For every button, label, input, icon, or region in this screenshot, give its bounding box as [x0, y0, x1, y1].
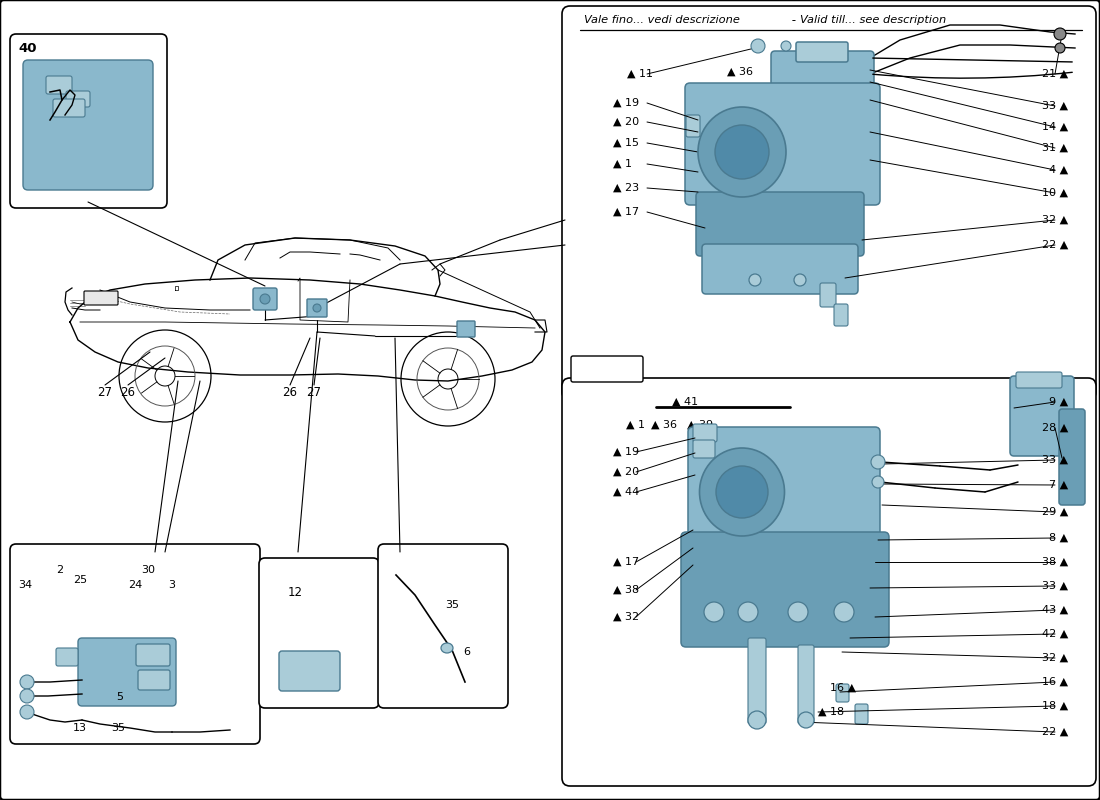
- FancyBboxPatch shape: [258, 558, 380, 708]
- FancyBboxPatch shape: [562, 378, 1096, 786]
- FancyBboxPatch shape: [686, 115, 700, 137]
- FancyBboxPatch shape: [1010, 376, 1074, 456]
- Circle shape: [749, 274, 761, 286]
- FancyBboxPatch shape: [10, 544, 260, 744]
- FancyBboxPatch shape: [56, 648, 78, 666]
- FancyBboxPatch shape: [66, 91, 90, 107]
- FancyBboxPatch shape: [138, 670, 170, 690]
- Text: ▲ 19: ▲ 19: [613, 98, 639, 108]
- Text: ▲ 19: ▲ 19: [613, 447, 639, 457]
- FancyBboxPatch shape: [78, 638, 176, 706]
- FancyBboxPatch shape: [1059, 409, 1085, 505]
- Ellipse shape: [698, 107, 786, 197]
- Text: 16 ▲: 16 ▲: [830, 683, 856, 693]
- Circle shape: [704, 602, 724, 622]
- Text: 31 ▲: 31 ▲: [1042, 143, 1068, 153]
- Text: passion for parts: passion for parts: [147, 420, 534, 460]
- Circle shape: [260, 294, 270, 304]
- Text: 40: 40: [19, 42, 37, 54]
- Circle shape: [20, 705, 34, 719]
- Text: 9 ▲: 9 ▲: [1049, 397, 1068, 407]
- FancyBboxPatch shape: [798, 645, 814, 724]
- Text: 25: 25: [73, 575, 87, 585]
- FancyBboxPatch shape: [748, 638, 766, 724]
- Ellipse shape: [700, 448, 784, 536]
- FancyBboxPatch shape: [378, 544, 508, 708]
- Text: 18 ▲: 18 ▲: [1042, 701, 1068, 711]
- Text: 26: 26: [283, 386, 297, 398]
- Ellipse shape: [716, 466, 768, 518]
- Text: 35: 35: [111, 723, 125, 733]
- Text: 42 ▲: 42 ▲: [1042, 629, 1068, 639]
- Text: ▲ = 37: ▲ = 37: [587, 364, 627, 374]
- Text: ▲ 36: ▲ 36: [727, 67, 754, 77]
- FancyBboxPatch shape: [456, 321, 475, 337]
- Text: -: -: [789, 14, 804, 26]
- Ellipse shape: [715, 125, 769, 179]
- Text: 14 ▲: 14 ▲: [1042, 122, 1068, 132]
- Circle shape: [20, 675, 34, 689]
- Text: 34: 34: [18, 580, 32, 590]
- Circle shape: [748, 711, 766, 729]
- Text: Valid till... see description: Valid till... see description: [800, 15, 946, 25]
- Text: 3: 3: [168, 580, 176, 590]
- Text: 21 ▲: 21 ▲: [1042, 69, 1068, 79]
- FancyBboxPatch shape: [253, 288, 277, 310]
- Text: ▲ 44: ▲ 44: [613, 487, 639, 497]
- Circle shape: [751, 39, 764, 53]
- Text: ▲ 23: ▲ 23: [613, 183, 639, 193]
- Circle shape: [788, 602, 808, 622]
- Circle shape: [871, 455, 886, 469]
- FancyBboxPatch shape: [1016, 372, 1062, 388]
- Circle shape: [798, 712, 814, 728]
- FancyBboxPatch shape: [771, 51, 874, 119]
- Circle shape: [1055, 43, 1065, 53]
- FancyBboxPatch shape: [820, 283, 836, 307]
- Text: 22 ▲: 22 ▲: [1042, 240, 1068, 250]
- Text: Vale fino... vedi descrizione: Vale fino... vedi descrizione: [584, 15, 740, 25]
- FancyBboxPatch shape: [702, 244, 858, 294]
- FancyBboxPatch shape: [307, 299, 327, 317]
- Text: 33 ▲: 33 ▲: [1042, 455, 1068, 465]
- Text: 16 ▲: 16 ▲: [1042, 677, 1068, 687]
- Ellipse shape: [441, 643, 453, 653]
- Text: 32 ▲: 32 ▲: [1042, 653, 1068, 663]
- Text: 7 ▲: 7 ▲: [1049, 480, 1068, 490]
- Text: ▲ 38: ▲ 38: [613, 585, 639, 595]
- Text: 43 ▲: 43 ▲: [1042, 605, 1068, 615]
- Text: 24: 24: [128, 580, 142, 590]
- Circle shape: [781, 41, 791, 51]
- FancyBboxPatch shape: [571, 356, 643, 382]
- Text: ▲ 20: ▲ 20: [613, 117, 639, 127]
- FancyBboxPatch shape: [693, 424, 717, 442]
- Text: 28 ▲: 28 ▲: [1042, 423, 1068, 433]
- Text: 13: 13: [73, 723, 87, 733]
- Circle shape: [872, 476, 884, 488]
- Text: 38 ▲: 38 ▲: [1042, 557, 1068, 567]
- FancyBboxPatch shape: [46, 76, 72, 94]
- Text: ▲ 18: ▲ 18: [818, 707, 844, 717]
- Text: 6: 6: [463, 647, 471, 657]
- Text: ▲ 1: ▲ 1: [627, 420, 646, 430]
- Text: ▲ 36: ▲ 36: [651, 420, 676, 430]
- FancyBboxPatch shape: [681, 532, 889, 647]
- Text: 29 ▲: 29 ▲: [1042, 507, 1068, 517]
- Text: ▲ 17: ▲ 17: [613, 207, 639, 217]
- Text: 4 ▲: 4 ▲: [1049, 165, 1068, 175]
- Text: 12: 12: [287, 586, 303, 598]
- Text: 33 ▲: 33 ▲: [1042, 101, 1068, 111]
- Circle shape: [1054, 28, 1066, 40]
- Circle shape: [314, 304, 321, 312]
- Text: 8 ▲: 8 ▲: [1049, 533, 1068, 543]
- FancyBboxPatch shape: [84, 291, 118, 305]
- FancyBboxPatch shape: [836, 684, 849, 702]
- FancyBboxPatch shape: [23, 60, 153, 190]
- Text: 35: 35: [446, 600, 459, 610]
- Text: ▲ 15: ▲ 15: [613, 138, 639, 148]
- FancyBboxPatch shape: [693, 440, 715, 458]
- FancyBboxPatch shape: [855, 704, 868, 724]
- FancyBboxPatch shape: [834, 304, 848, 326]
- Text: 2: 2: [56, 565, 64, 575]
- FancyBboxPatch shape: [279, 651, 340, 691]
